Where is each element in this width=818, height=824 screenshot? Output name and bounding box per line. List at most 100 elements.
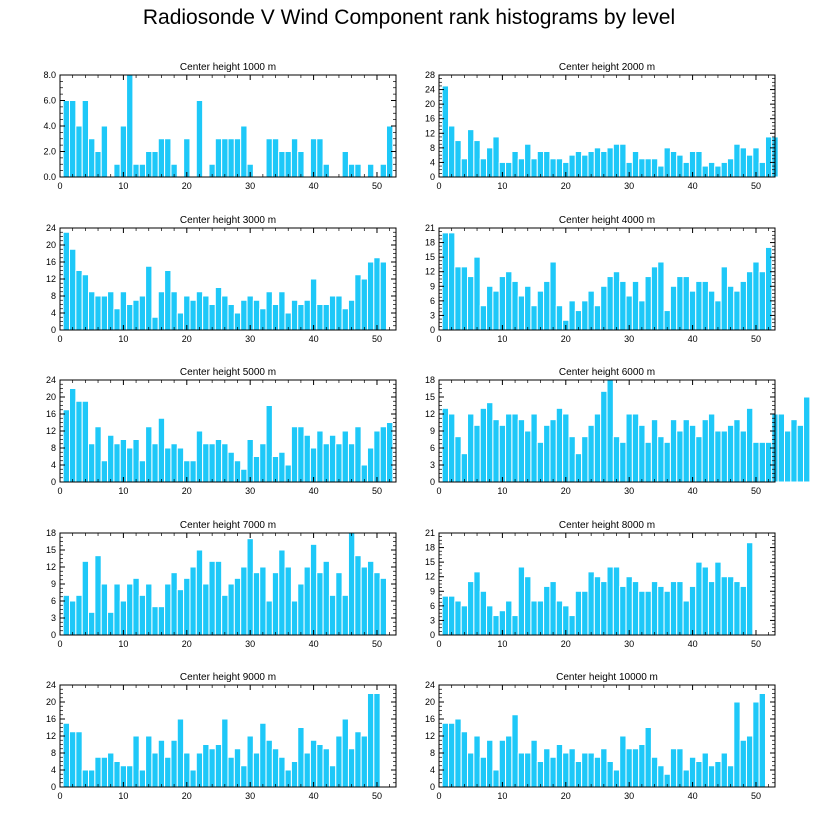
bar [492, 136, 500, 178]
bar [341, 151, 349, 178]
bar [100, 125, 109, 178]
bar [252, 299, 261, 331]
bar [379, 577, 387, 636]
x-tick-label: 40 [688, 639, 698, 649]
bar [151, 752, 159, 788]
bar [536, 290, 545, 331]
y-tick-label: 3 [51, 613, 56, 623]
bar [574, 453, 583, 483]
bar [126, 765, 134, 788]
x-tick-label: 10 [118, 791, 128, 801]
bar [638, 590, 646, 636]
bar [271, 304, 280, 331]
panel-8: Center height 8000 m 0 3 6 9 12 15 18 21 0 10 20 30 4… [425, 520, 776, 649]
y-tick-label: 6 [430, 443, 435, 453]
y-tick-label: 24 [425, 680, 435, 690]
bar [119, 291, 128, 331]
bar [676, 276, 684, 331]
bar [278, 756, 286, 788]
bar [151, 443, 159, 483]
bar [511, 413, 519, 483]
bar [625, 413, 633, 483]
y-tick-label: 16 [425, 114, 435, 124]
x-tick-label: 30 [245, 486, 255, 496]
bar [600, 748, 608, 788]
bar [536, 151, 545, 178]
bar [265, 739, 273, 788]
x-tick-label: 50 [372, 334, 382, 344]
y-tick-label: 12 [425, 731, 435, 741]
bar [568, 300, 576, 331]
panel-title: Center height 7000 m [180, 520, 276, 531]
bar [176, 589, 185, 636]
bar [354, 555, 362, 636]
x-tick-label: 30 [624, 791, 634, 801]
bar [486, 402, 494, 483]
bar [701, 752, 709, 788]
bar [214, 287, 223, 331]
bar [221, 718, 229, 788]
bar [164, 447, 172, 483]
y-tick-label: 21 [425, 223, 435, 233]
bar [170, 443, 178, 483]
bar [233, 460, 242, 483]
bar [176, 718, 185, 788]
bar [726, 576, 735, 636]
bar [505, 413, 513, 483]
bar [183, 577, 191, 636]
bar [138, 460, 147, 483]
bar [612, 143, 621, 178]
bar [524, 285, 532, 331]
bar [126, 74, 134, 178]
bar [707, 765, 716, 788]
bar [233, 138, 242, 178]
x-tick-label: 20 [561, 486, 571, 496]
bar [745, 154, 754, 178]
figure-title: Radiosonde V Wind Component rank histogr… [142, 6, 676, 29]
x-tick-label: 30 [624, 639, 634, 649]
bar [271, 572, 280, 636]
bar [259, 722, 267, 788]
bar [100, 756, 109, 788]
bar [113, 163, 121, 178]
x-tick-label: 50 [751, 334, 761, 344]
bar [460, 605, 469, 636]
y-tick-label: 0 [430, 782, 435, 792]
bar [335, 443, 343, 483]
x-tick-label: 0 [57, 791, 62, 801]
bar [151, 151, 159, 178]
bar [460, 266, 469, 331]
bar [676, 581, 684, 636]
bar [138, 769, 147, 788]
bar [233, 748, 242, 788]
y-tick-label: 18 [46, 528, 56, 538]
bar [758, 441, 766, 483]
bar [479, 590, 488, 636]
bar [612, 271, 621, 331]
bar [227, 138, 235, 178]
bar [644, 441, 652, 483]
bar [777, 413, 786, 483]
bar [132, 299, 140, 331]
bar [366, 560, 375, 636]
bar [290, 299, 299, 331]
x-tick-label: 40 [309, 791, 319, 801]
bar [549, 419, 557, 483]
bar [707, 413, 716, 483]
bar [88, 138, 96, 178]
bar [745, 271, 754, 331]
bar [100, 295, 109, 331]
bar [473, 571, 481, 636]
bar [517, 566, 526, 636]
x-tick-label: 0 [57, 181, 62, 191]
bar [505, 735, 513, 788]
bar [107, 291, 115, 331]
bar [441, 595, 450, 636]
bar [505, 271, 513, 331]
bar [758, 693, 766, 788]
x-tick-label: 0 [57, 334, 62, 344]
x-tick-label: 10 [118, 486, 128, 496]
x-tick-label: 10 [118, 334, 128, 344]
bar [81, 274, 90, 331]
